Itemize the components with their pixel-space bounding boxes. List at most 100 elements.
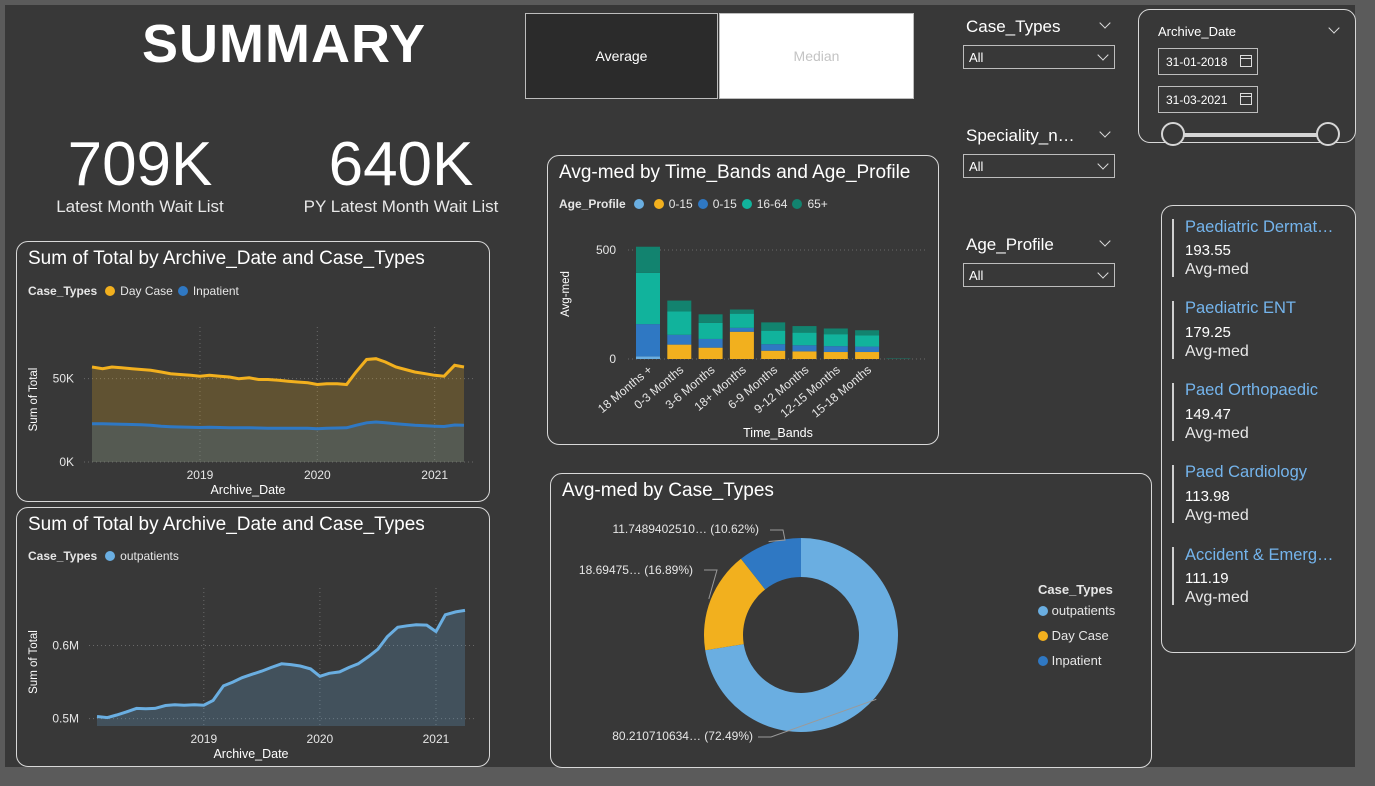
slicer-case-types-value: All — [969, 50, 984, 65]
legend-marker — [177, 286, 188, 296]
area-chart-day-inpatient[interactable]: Sum of Total by Archive_Date and Case_Ty… — [16, 241, 490, 502]
data-label-leader — [758, 698, 877, 738]
series-line — [96, 608, 466, 720]
bar-segment — [636, 246, 660, 273]
card-row-accent — [1172, 219, 1174, 277]
bar-segment — [855, 346, 880, 353]
bar-segment — [667, 311, 692, 335]
card-row-name: Paed Orthopaedic — [1185, 381, 1319, 399]
card-row-value: 113.98 — [1185, 488, 1230, 505]
bar-segment — [761, 322, 786, 331]
card-row-value: 179.25 — [1185, 324, 1231, 341]
data-label: 11.7489402510… (10.62%) — [612, 522, 759, 536]
bar-segment — [729, 309, 754, 314]
y-tick-label: 50K — [53, 372, 74, 386]
chevron-down-icon[interactable] — [1328, 22, 1340, 34]
legend-title: Case_Types — [28, 284, 98, 298]
legend-item: 0-15 — [668, 197, 693, 211]
legend-marker — [653, 199, 664, 209]
kpi-latest-month-label: Latest Month Wait List — [56, 197, 224, 216]
series-area — [97, 610, 465, 726]
calendar-icon[interactable] — [1240, 93, 1252, 105]
median-button[interactable]: Median — [719, 13, 914, 99]
x-tick-label: 2021 — [421, 468, 448, 482]
bar-segment — [761, 350, 786, 359]
bar-segment — [729, 313, 754, 328]
kpi-py-latest-month-label: PY Latest Month Wait List — [303, 197, 499, 216]
average-button[interactable]: Average — [525, 13, 718, 99]
legend-marker — [105, 286, 116, 296]
chevron-down-icon — [1097, 49, 1109, 61]
speciality-multi-row-card: Paediatric Dermat… 193.55 Avg-med Paedia… — [1161, 205, 1356, 653]
bar-segment — [823, 328, 848, 335]
card-row-label: Avg-med — [1185, 425, 1249, 442]
legend-title: Case_Types — [28, 549, 98, 563]
slicer-age-profile-dropdown[interactable]: All — [963, 263, 1115, 287]
data-label-leader — [704, 569, 718, 600]
donut-slice — [705, 538, 898, 732]
page-title: SUMMARY — [142, 14, 426, 74]
area-chart-outpatients[interactable]: Sum of Total by Archive_Date and Case_Ty… — [16, 507, 490, 767]
donut-legend: Case_Types outpatients Day Case Inpatien… — [1038, 582, 1115, 668]
series-area — [92, 422, 464, 462]
legend-marker — [697, 199, 708, 209]
area-chart-2-plot: 0.5M 0.6M 2019 2020 2021 Archive_Date Sum of T… — [28, 588, 475, 761]
end-date-input[interactable]: 31-03-2021 — [1158, 86, 1258, 113]
legend-item-label: outpatients — [1051, 603, 1116, 618]
bar-segment — [636, 356, 660, 359]
card-row-accent — [1172, 465, 1174, 523]
legend-marker — [105, 551, 116, 561]
y-tick-label: 0.5M — [52, 712, 79, 726]
bar-segment — [667, 344, 692, 359]
bar-segment — [855, 330, 880, 336]
legend-item: outpatients — [1038, 603, 1115, 618]
chevron-down-icon[interactable] — [1099, 17, 1111, 29]
legend-marker — [633, 199, 644, 209]
legend-item: Day Case — [120, 284, 173, 298]
card-row-accent — [1172, 547, 1174, 605]
bar-segment — [636, 324, 660, 357]
slicer-case-types-dropdown[interactable]: All — [963, 45, 1115, 69]
data-label: 18.69475… (16.89%) — [579, 563, 693, 577]
bar-segment — [667, 334, 692, 345]
bar-segment — [855, 352, 880, 359]
legend-item: Day Case — [1038, 628, 1115, 643]
y-axis-title: Avg-med — [560, 271, 572, 317]
bar-segment — [636, 272, 660, 325]
chevron-down-icon[interactable] — [1099, 235, 1111, 247]
date-range-track[interactable] — [1174, 133, 1329, 137]
start-date-input[interactable]: 31-01-2018 — [1158, 48, 1258, 75]
legend-marker — [792, 199, 803, 209]
bar-segment — [823, 334, 848, 347]
legend-title: Case_Types — [1038, 582, 1113, 597]
chevron-down-icon[interactable] — [1099, 126, 1111, 138]
legend-item: 16-64 — [756, 197, 788, 211]
card-row-accent — [1172, 383, 1174, 441]
chart-legend: Case_Types outpatients — [28, 549, 179, 563]
donut-chart-case-types[interactable]: Avg-med by Case_Types Case_Types outpati… — [550, 473, 1152, 768]
chevron-down-icon — [1097, 267, 1109, 279]
legend-marker — [1038, 606, 1048, 616]
date-range-end-handle[interactable] — [1316, 122, 1340, 146]
card-row-label: Avg-med — [1185, 261, 1249, 278]
date-range-start-handle[interactable] — [1161, 122, 1185, 146]
end-date-value: 31-03-2021 — [1166, 93, 1228, 107]
archive-date-title: Archive_Date — [1158, 24, 1237, 39]
legend-item: outpatients — [120, 549, 179, 563]
chevron-down-icon — [1097, 158, 1109, 170]
bar-segment — [667, 300, 692, 312]
archive-date-slicer: Archive_Date 31-01-2018 31-03-2021 — [1138, 9, 1356, 146]
x-tick-label: 2020 — [304, 468, 331, 482]
slicer-speciality-dropdown[interactable]: All — [963, 154, 1115, 178]
chart-legend: Age_Profile 0-15 0-15 16-64 65+ — [559, 197, 828, 211]
bar-segment — [823, 352, 848, 359]
card-row-name: Paediatric Dermat… — [1185, 218, 1334, 236]
calendar-icon[interactable] — [1240, 55, 1252, 67]
legend-marker — [1038, 631, 1048, 641]
stacked-bar-chart-time-bands[interactable]: Avg-med by Time_Bands and Age_Profile Ag… — [547, 155, 939, 445]
x-axis-title: Archive_Date — [210, 483, 285, 497]
card-row-accent — [1172, 301, 1174, 359]
x-tick-label: 2021 — [423, 732, 450, 746]
legend-item: Inpatient — [192, 284, 239, 298]
